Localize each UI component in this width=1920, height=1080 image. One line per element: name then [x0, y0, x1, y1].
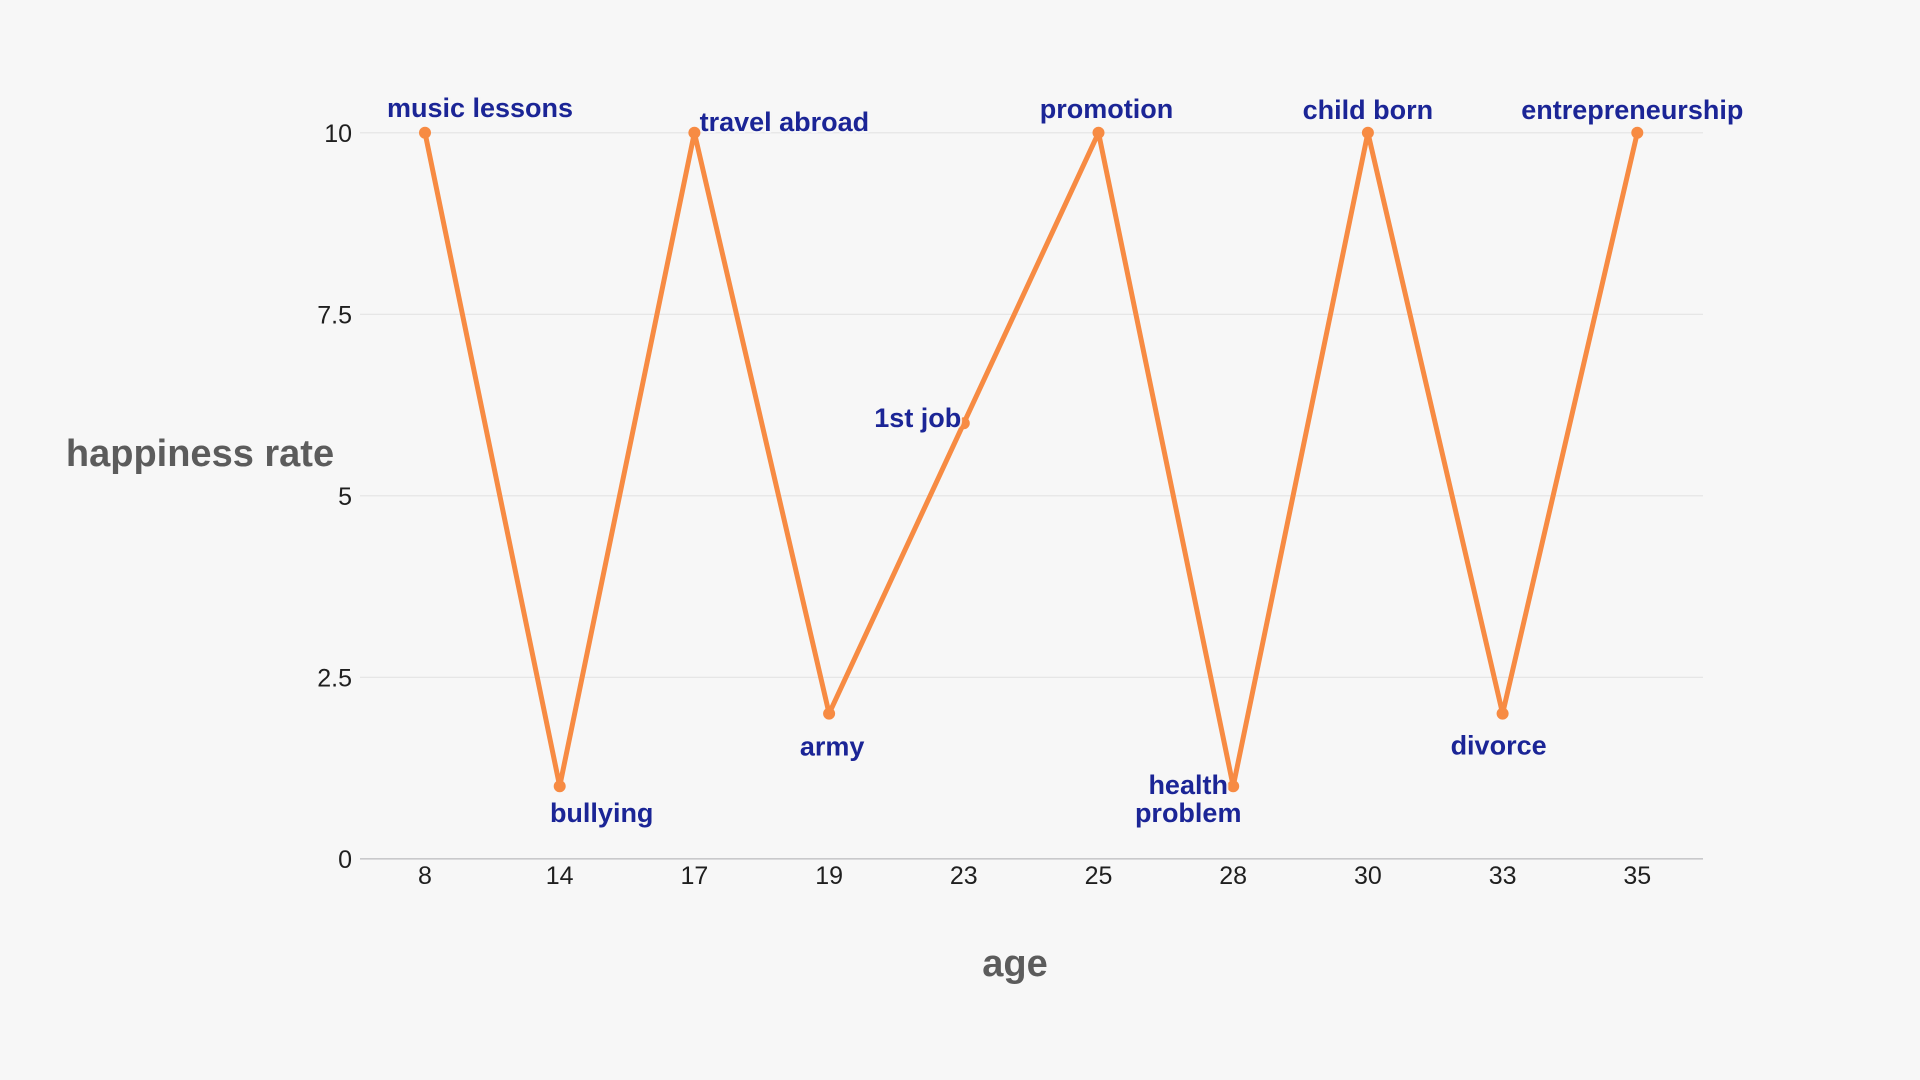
- point-annotation: travel abroad: [700, 107, 870, 137]
- data-point[interactable]: [957, 417, 970, 430]
- point-annotation: bullying: [550, 798, 654, 828]
- data-point[interactable]: [419, 126, 431, 139]
- x-tick-label: 30: [1354, 862, 1382, 890]
- x-tick-label: 8: [418, 862, 432, 890]
- y-tick-label: 7.5: [317, 301, 352, 329]
- y-axis-title: happiness rate: [65, 433, 335, 475]
- data-point[interactable]: [823, 707, 836, 720]
- x-tick-label: 23: [950, 862, 978, 890]
- point-annotation: army: [800, 732, 865, 762]
- data-point[interactable]: [1092, 126, 1105, 139]
- x-tick-label: 33: [1489, 862, 1517, 890]
- x-tick-label: 14: [546, 862, 574, 890]
- y-tick-label: 10: [324, 120, 352, 148]
- point-annotation: music lessons: [387, 93, 573, 123]
- x-tick-label: 35: [1623, 862, 1651, 890]
- data-point[interactable]: [688, 126, 701, 139]
- x-tick-label: 25: [1085, 862, 1113, 890]
- point-annotation: entrepreneurship: [1521, 95, 1743, 125]
- data-point[interactable]: [1631, 126, 1644, 139]
- data-point[interactable]: [1227, 780, 1240, 793]
- data-point[interactable]: [1361, 126, 1374, 139]
- data-point[interactable]: [553, 780, 566, 793]
- point-annotation: 1st job: [874, 403, 961, 433]
- x-tick-label: 17: [680, 862, 708, 890]
- y-tick-label: 5: [338, 483, 352, 511]
- point-annotation: health problem: [1135, 770, 1242, 828]
- data-point[interactable]: [1496, 707, 1509, 720]
- x-tick-label: 19: [815, 862, 843, 890]
- point-annotation: divorce: [1451, 731, 1547, 761]
- series-line: [422, 130, 1640, 789]
- point-annotation: promotion: [1040, 94, 1173, 124]
- x-axis-title: age: [982, 943, 1048, 985]
- y-tick-label: 2.5: [317, 664, 352, 692]
- point-annotation: child born: [1303, 95, 1434, 125]
- x-tick-label: 28: [1219, 862, 1247, 890]
- y-tick-label: 0: [338, 846, 352, 874]
